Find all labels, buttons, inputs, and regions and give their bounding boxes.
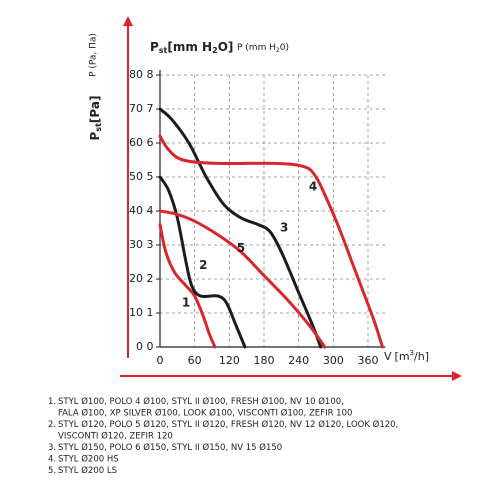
note-label: 1.: [48, 397, 56, 407]
y2-tick-label: 2: [147, 272, 154, 285]
note-label: 5.: [48, 466, 56, 476]
y-label-alt: P (Pa, Па): [89, 33, 99, 77]
y-tick-label: 50: [129, 170, 143, 183]
line-series: [158, 209, 327, 349]
y-tick-label: 30: [129, 238, 143, 251]
note-text: STYL Ø100, POLO 4 Ø100, STYL II Ø100, FR…: [58, 396, 344, 407]
x-tick-label: 300: [323, 354, 344, 367]
series-label: 1: [182, 295, 190, 309]
series-label: 3: [280, 221, 288, 235]
note-text: STYL Ø200 HS: [58, 454, 119, 465]
x-tick-label: 360: [358, 354, 379, 367]
note-label: 2.: [48, 420, 56, 430]
y-tick-label: 60: [129, 136, 143, 149]
note-text: FALA Ø100, XP SILVER Ø100, LOOK Ø100, VI…: [58, 408, 352, 419]
x-tick-label: 180: [254, 354, 275, 367]
y2-tick-label: 1: [147, 306, 154, 319]
x-tick-label: 60: [188, 354, 202, 367]
line-series: [158, 175, 247, 349]
line-series: [158, 223, 217, 349]
note-text: VISCONTI Ø120, ZEFIR 120: [58, 431, 173, 442]
y2-tick-label: 6: [147, 136, 154, 149]
y2-label-alt: P (mm H20): [237, 43, 289, 54]
y-tick-label: 10: [129, 306, 143, 319]
line-series: [158, 107, 323, 349]
x-tick-label: 0: [157, 354, 164, 367]
series-label: 4: [309, 180, 317, 194]
y-tick-label: 0: [136, 340, 143, 353]
y-tick-label: 20: [129, 272, 143, 285]
note-text: STYL Ø150, POLO 6 Ø150, STYL II Ø150, NV…: [58, 442, 282, 453]
y2-tick-label: 0: [147, 340, 154, 353]
y2-tick-label: 4: [147, 204, 154, 217]
x-tick-label: 120: [219, 354, 240, 367]
series-label: 2: [199, 258, 207, 272]
y2-tick-label: 5: [147, 170, 154, 183]
y-label: Pst[Pa]: [88, 96, 103, 141]
y2-label: Pst[mm H2O]: [150, 40, 233, 55]
y2-tick-label: 3: [147, 238, 154, 251]
y2-tick-label: 8: [147, 68, 154, 81]
y-tick-label: 70: [129, 102, 143, 115]
note-text: STYL Ø200 LS: [58, 465, 117, 476]
y-tick-label: 40: [129, 204, 143, 217]
y-tick-label: 80: [129, 68, 143, 81]
x-label: V [m3/h]: [384, 349, 429, 363]
note-label: 4.: [48, 455, 56, 465]
x-tick-label: 240: [288, 354, 309, 367]
note-label: 3.: [48, 443, 56, 453]
line-series: [158, 134, 384, 349]
y2-tick-label: 7: [147, 102, 154, 115]
series-label: 5: [237, 241, 245, 255]
note-text: STYL Ø120, POLO 5 Ø120, STYL II Ø120, FR…: [58, 419, 398, 430]
